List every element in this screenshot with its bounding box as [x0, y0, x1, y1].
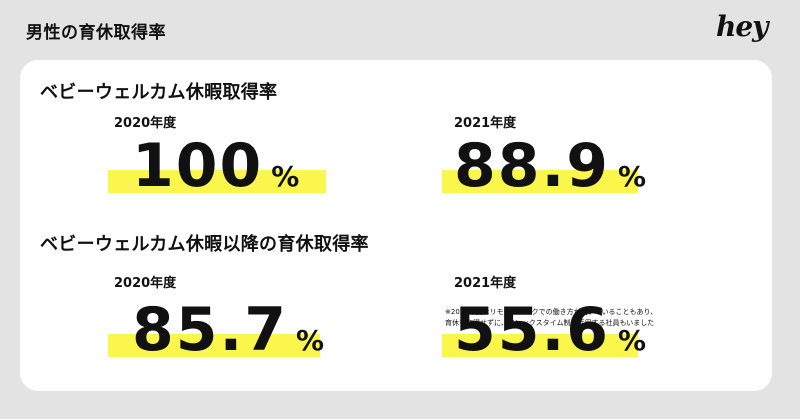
section-title-childcare-leave: ベビーウェルカム休暇以降の育休取得率 [40, 234, 369, 255]
stats-card: ベビーウェルカム休暇取得率 2020年度 100% 2021年度 88.9% ベ… [20, 60, 772, 391]
percent-unit: % [271, 160, 300, 193]
footnote-line-1: ※2021年度はリモートワークでの働き方が続いていることもあり、 [445, 308, 658, 316]
page-title: 男性の育休取得率 [26, 23, 166, 43]
stat-2021-childcare-leave: 2021年度 55.6% [442, 272, 672, 362]
year-label: 2020年度 [114, 116, 177, 131]
value-highlight [108, 334, 320, 357]
value-highlight [442, 170, 638, 193]
value-highlight [442, 334, 638, 357]
stat-value: 55.6% [454, 295, 647, 365]
year-label: 2021年度 [454, 276, 517, 291]
stat-2021-welcome-leave: 2021年度 88.9% [442, 112, 672, 202]
footnote-line-2: 育休を取得せずに、フレックスタイム制を活用する社員もいました [445, 319, 655, 327]
year-label: 2020年度 [114, 276, 177, 291]
year-label: 2021年度 [454, 116, 517, 131]
value-highlight [108, 170, 326, 193]
footnote: ※2021年度はリモートワークでの働き方が続いていることもあり、 育休を取得せず… [445, 307, 657, 329]
stat-value: 88.9% [454, 131, 647, 201]
percent-unit: % [618, 324, 647, 357]
stat-value: 100% [132, 131, 300, 201]
percent-unit: % [296, 324, 325, 357]
stat-2020-childcare-leave: 2020年度 85.7% [108, 272, 338, 362]
stat-2020-welcome-leave: 2020年度 100% [108, 112, 328, 202]
section-title-welcome-leave: ベビーウェルカム休暇取得率 [40, 82, 278, 103]
percent-unit: % [618, 160, 647, 193]
brand-logo: hey [716, 10, 768, 43]
stat-value: 85.7% [132, 295, 325, 365]
